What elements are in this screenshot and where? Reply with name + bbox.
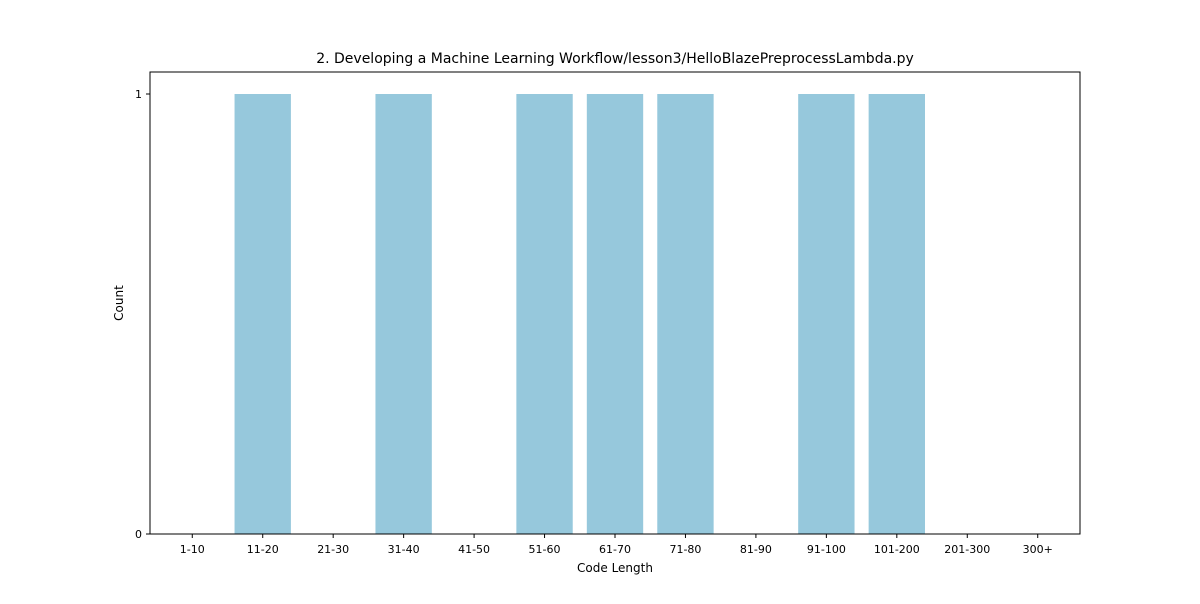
x-tick-label: 21-30 <box>317 543 349 556</box>
bar-91-100 <box>798 94 855 534</box>
bars-group <box>234 94 925 534</box>
x-tick-label: 1-10 <box>180 543 205 556</box>
x-tick-label: 41-50 <box>458 543 490 556</box>
bar-31-40 <box>375 94 432 534</box>
x-tick-label: 81-90 <box>740 543 772 556</box>
x-tick-label: 71-80 <box>669 543 701 556</box>
bar-61-70 <box>586 94 644 534</box>
y-tick-label: 0 <box>135 528 142 541</box>
bar-101-200 <box>868 94 925 534</box>
x-tick-label: 91-100 <box>807 543 846 556</box>
bar-71-80 <box>657 94 714 534</box>
x-tick-label: 11-20 <box>247 543 279 556</box>
x-axis: 1-10 11-20 21-30 31-40 41-50 51-60 61-70 71-80 8… <box>180 534 1053 556</box>
x-tick-label: 101-200 <box>874 543 920 556</box>
x-tick-label: 31-40 <box>388 543 420 556</box>
x-tick-label: 201-300 <box>944 543 990 556</box>
chart-title: 2. Developing a Machine Learning Workflo… <box>316 51 914 67</box>
x-axis-label: Code Length <box>577 561 653 575</box>
y-tick-label: 1 <box>135 88 142 101</box>
x-tick-label: 300+ <box>1023 543 1053 556</box>
x-tick-label: 51-60 <box>529 543 561 556</box>
x-tick-label: 61-70 <box>599 543 631 556</box>
y-axis-label: Count <box>112 285 126 321</box>
bar-51-60 <box>516 94 573 534</box>
bar-11-20 <box>234 94 291 534</box>
y-axis: 01 <box>135 88 150 541</box>
